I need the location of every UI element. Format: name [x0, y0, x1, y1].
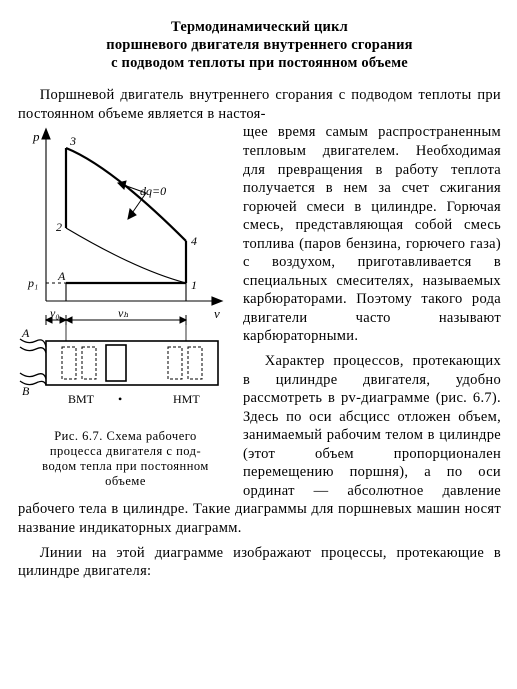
- cyl-dot: •: [118, 392, 122, 406]
- point-2: 2: [56, 220, 62, 234]
- axis-label-v: v: [214, 306, 220, 321]
- axis-label-p1: p₁: [27, 276, 38, 290]
- cyl-label-vmt: ВМТ: [68, 392, 95, 406]
- title-line-1: Термодинамический цикл: [171, 19, 348, 35]
- axis-label-p: p: [32, 129, 40, 144]
- title-line-2: поршневого двигателя внутреннего сгорани…: [106, 37, 412, 53]
- cyl-label-A: A: [21, 326, 30, 340]
- point-4: 4: [191, 234, 197, 248]
- dim-vh: vₕ: [118, 306, 129, 320]
- title-line-3: с подводом теплоты при постоянном объеме: [111, 55, 408, 71]
- point-1: 1: [191, 278, 197, 292]
- point-3: 3: [69, 134, 76, 148]
- figure-caption: Рис. 6.7. Схема рабочего процесса двигат…: [18, 429, 233, 489]
- caption-line-1: Рис. 6.7. Схема рабочего: [54, 429, 197, 443]
- figure-6-7: p v p₁ A: [18, 123, 233, 423]
- cyl-label-B: B: [22, 384, 30, 398]
- para1-rest-text: щее время самым распространенным тепловы…: [243, 124, 501, 344]
- paragraph-3: Линии на этой диаграмме изображают проце…: [18, 544, 501, 581]
- figure-svg: p v p₁ A: [18, 123, 233, 423]
- figure-column: p v p₁ A: [18, 123, 233, 489]
- label-dq0: dq=0: [140, 184, 166, 198]
- cyl-label-nmt: НМТ: [173, 392, 200, 406]
- caption-line-3: водом тепла при постоянном: [42, 459, 209, 473]
- caption-line-4: объеме: [105, 474, 146, 488]
- point-A: A: [57, 269, 66, 283]
- dim-v0: v₀: [50, 306, 60, 320]
- page-title: Термодинамический цикл поршневого двигат…: [18, 18, 501, 72]
- body-wrap: Поршневой двигатель внутреннего сгорания…: [18, 86, 501, 543]
- paragraph-1-lead: Поршневой двигатель внутреннего сгорания…: [18, 86, 501, 123]
- para1-lead-text: Поршневой двигатель внутреннего сгорания…: [18, 87, 501, 122]
- caption-line-2: процесса двигателя с под-: [50, 444, 201, 458]
